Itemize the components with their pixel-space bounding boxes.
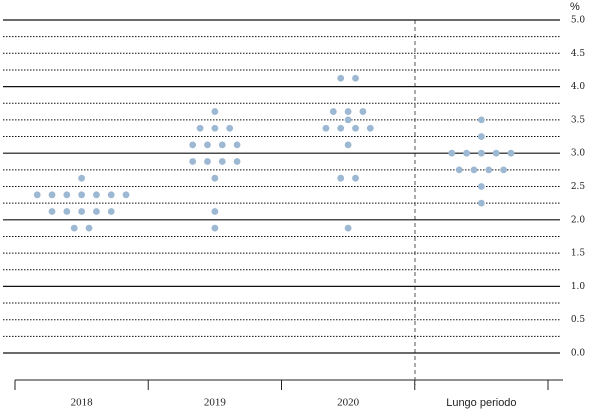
dot: [189, 141, 197, 149]
dot: [204, 141, 211, 149]
x-tick-label: 2020: [337, 397, 360, 409]
dot: [78, 174, 86, 182]
dot: [122, 191, 130, 199]
dot: [233, 158, 241, 165]
dot: [85, 224, 93, 232]
dot: [344, 116, 352, 124]
x-tick-label: 2019: [204, 397, 227, 409]
dot: [366, 124, 374, 132]
dot: [211, 208, 219, 215]
y-tick-label: 2.5: [571, 182, 586, 192]
dot: [352, 174, 359, 182]
dot: [78, 208, 86, 215]
unit-label: %: [570, 1, 580, 13]
dot: [93, 191, 100, 199]
dot: [492, 149, 500, 157]
dot: [448, 149, 456, 157]
dot: [477, 183, 485, 190]
dot: [218, 141, 226, 149]
dot: [352, 74, 359, 82]
dot: [78, 191, 86, 199]
dot: [359, 108, 367, 115]
dot: [477, 149, 485, 157]
dot: [211, 108, 219, 115]
dot: [204, 158, 211, 165]
x-tick-label: 2018: [71, 397, 94, 409]
y-tick-label: 0.5: [571, 315, 586, 325]
dot: [500, 166, 507, 174]
dot: [470, 166, 478, 174]
dot: [463, 149, 470, 157]
y-tick-label: 5.0: [571, 16, 586, 26]
dot: [477, 133, 485, 140]
y-tick-label: 1.0: [571, 282, 586, 292]
dot: [48, 208, 56, 215]
y-tick-label: 4.0: [571, 82, 586, 92]
y-tick-label: 2.0: [571, 215, 586, 225]
dot: [211, 124, 219, 132]
dot: [344, 224, 352, 232]
dot: [329, 108, 337, 115]
x-tick-label: Lungo periodo: [446, 397, 516, 409]
dot: [507, 149, 515, 157]
dot: [107, 208, 115, 215]
dot: [93, 208, 100, 215]
dot: [189, 158, 197, 165]
dot: [233, 141, 241, 149]
dot: [344, 108, 352, 115]
dot: [63, 208, 71, 215]
dot: [485, 166, 493, 174]
dot: [48, 191, 56, 199]
dot: [337, 124, 345, 132]
dot: [455, 166, 463, 174]
dot: [337, 174, 345, 182]
dot: [344, 141, 352, 149]
y-tick-label: 4.5: [571, 49, 586, 59]
dot: [477, 116, 485, 124]
dot: [63, 191, 71, 199]
dot: [226, 124, 234, 132]
y-tick-label: 3.5: [571, 115, 586, 125]
y-tick-label: 1.5: [571, 249, 586, 259]
dot: [352, 124, 359, 132]
dot: [107, 191, 115, 199]
y-tick-label: 3.0: [571, 149, 586, 159]
dot: [322, 124, 330, 132]
dot: [337, 74, 345, 82]
dot: [70, 224, 78, 232]
dot: [33, 191, 41, 199]
dot: [477, 199, 485, 207]
y-tick-label: 0.0: [571, 349, 586, 359]
dot: [211, 174, 219, 182]
dot: [218, 158, 226, 165]
dot: [196, 124, 204, 132]
dot: [211, 224, 219, 232]
